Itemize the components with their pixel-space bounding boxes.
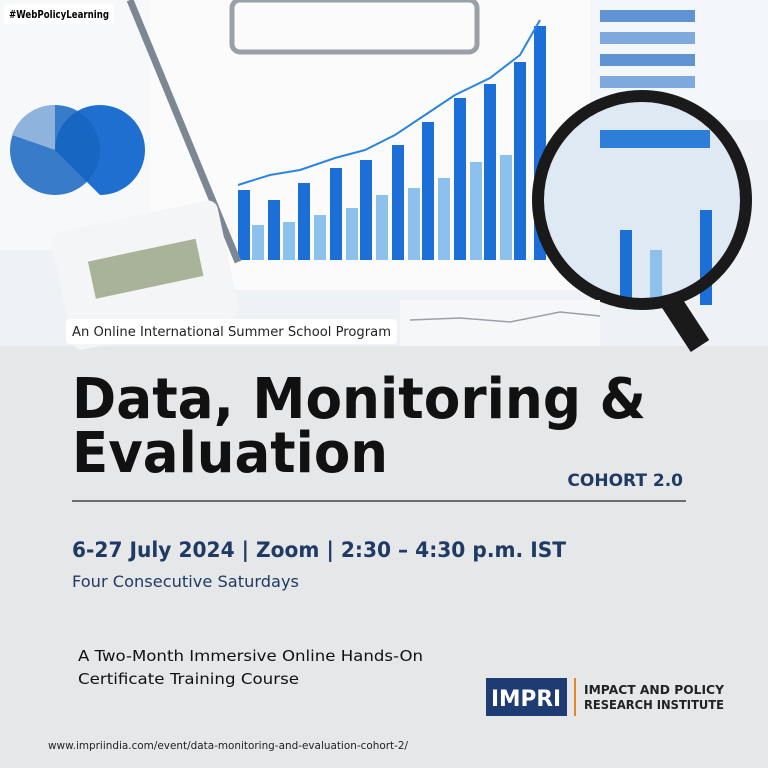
schedule: 6-27 July 2024 | Zoom | 2:30 – 4:30 p.m.… (72, 538, 567, 563)
program-label: An Online International Summer School Pr… (72, 325, 391, 340)
logo-name-line: IMPACT AND POLICY (584, 683, 724, 697)
description-line: Certificate Training Course (78, 670, 299, 688)
cohort: COHORT 2.0 (567, 471, 683, 491)
badge-box (4, 4, 114, 24)
logo-mark: IMPRI (491, 687, 561, 712)
program-label-box (66, 319, 397, 344)
logo-box (486, 678, 567, 716)
header-photo (0, 0, 768, 353)
badge: #WebPolicyLearning (9, 8, 109, 21)
url: www.impriindia.com/event/data-monitoring… (48, 739, 408, 752)
title-line: Evaluation (72, 421, 388, 486)
title-line: Data, Monitoring & (72, 367, 646, 432)
description-line: A Two-Month Immersive Online Hands-On (78, 647, 423, 665)
frequency: Four Consecutive Saturdays (72, 572, 299, 591)
logo-name-line: RESEARCH INSTITUTE (584, 698, 724, 712)
logo: IMPRI IMPACT AND POLICY RESEARCH INSTITU… (486, 678, 724, 716)
